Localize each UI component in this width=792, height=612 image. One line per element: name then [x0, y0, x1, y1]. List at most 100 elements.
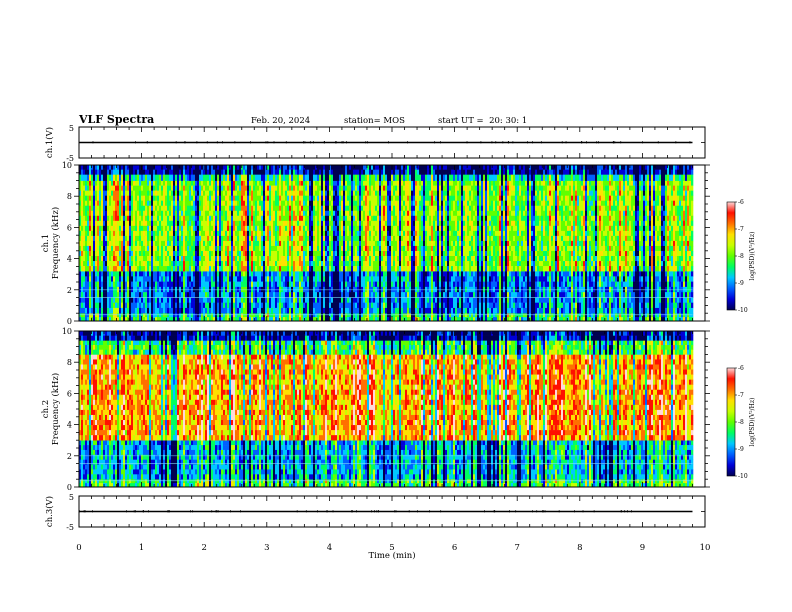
spectrogram-cell — [139, 276, 141, 282]
spectrogram-cell — [121, 201, 123, 206]
spectrogram-cell — [129, 174, 131, 181]
spectrogram-cell — [155, 241, 157, 246]
spectrogram-cell — [131, 313, 133, 317]
spectrogram-cell — [103, 266, 105, 271]
spectrogram-cell — [81, 271, 83, 277]
spectrogram-cell — [187, 256, 189, 261]
spectrogram-cell — [197, 231, 199, 236]
spectrogram-cell — [81, 256, 83, 261]
spectrogram-cell — [145, 174, 147, 181]
spectrogram-cell — [109, 170, 111, 175]
spectrogram-cell — [115, 196, 117, 201]
spectrogram-cell — [123, 211, 125, 216]
spectrogram-cell — [87, 303, 89, 309]
spectrogram-cell — [163, 256, 165, 261]
spectrogram-cell — [105, 297, 107, 303]
spectrogram-cell — [191, 170, 193, 175]
spectrogram-cell — [163, 313, 165, 317]
spectrogram-cell — [159, 206, 161, 211]
spectrogram-cell — [117, 297, 119, 303]
spectrogram-cell — [167, 170, 169, 175]
spectrogram-cell — [127, 303, 129, 309]
spectrogram-cell — [107, 231, 109, 236]
spectrogram-cell — [193, 211, 195, 216]
spectrogram-cell — [139, 241, 141, 246]
spectrogram-cell — [177, 276, 179, 282]
spectrogram-cell — [133, 170, 135, 175]
spectrogram-cell — [177, 303, 179, 309]
spectrogram-cell — [123, 196, 125, 201]
spectrogram-cell — [127, 201, 129, 206]
spectrogram-cell — [187, 201, 189, 206]
spectrogram-cell — [119, 174, 121, 181]
spectrogram-cell — [141, 236, 143, 241]
spectrogram-cell — [111, 170, 113, 175]
spectrogram-cell — [165, 216, 167, 221]
spectrogram-cell — [169, 282, 171, 288]
spectrogram-cell — [87, 191, 89, 196]
spectrogram-cell — [101, 174, 103, 181]
spectrogram-cell — [165, 313, 167, 317]
spectrogram-cell — [117, 292, 119, 298]
spectrogram-cell — [109, 226, 111, 231]
spectrogram-cell — [103, 261, 105, 266]
spectrogram-cell — [173, 256, 175, 261]
spectrogram-cell — [197, 251, 199, 256]
spectrogram-cell — [91, 246, 93, 251]
spectrogram-cell — [191, 282, 193, 288]
spectrogram-cell — [147, 211, 149, 216]
spectrogram-cell — [195, 313, 197, 317]
spectrogram-cell — [115, 231, 117, 236]
spectrogram-cell — [183, 231, 185, 236]
spectrogram-cell — [183, 186, 185, 191]
spectrogram-cell — [89, 297, 91, 303]
spectrogram-cell — [89, 165, 91, 170]
spectrogram-cell — [195, 261, 197, 266]
spectrogram-cell — [91, 174, 93, 181]
spectrogram-cell — [125, 174, 127, 181]
spectrogram-cell — [181, 165, 183, 170]
spectrogram-cell — [133, 236, 135, 241]
spectrogram-cell — [143, 174, 145, 181]
spectrogram-cell — [185, 206, 187, 211]
spectrogram-cell — [125, 246, 127, 251]
spectrogram-cell — [195, 226, 197, 231]
spectrogram-cell — [173, 303, 175, 309]
spectrogram-cell — [133, 221, 135, 226]
spectrogram-cell — [185, 165, 187, 170]
spectrogram-cell — [195, 216, 197, 221]
spectrogram-cell — [125, 266, 127, 271]
spectrogram-cell — [97, 303, 99, 309]
spectrogram-cell — [179, 174, 181, 181]
spectrogram-cell — [97, 236, 99, 241]
spectrogram-cell — [131, 297, 133, 303]
spectrogram-cell — [97, 308, 99, 314]
spectrogram-cell — [155, 236, 157, 241]
spectrogram-cell — [97, 226, 99, 231]
spectrogram-cell — [127, 181, 129, 186]
spectrogram-cell — [121, 251, 123, 256]
spectrogram-cell — [133, 211, 135, 216]
spectrogram-cell — [101, 303, 103, 309]
spectrogram-cell — [133, 196, 135, 201]
spectrogram-cell — [113, 216, 115, 221]
spectrogram-cell — [81, 261, 83, 266]
spectrogram-cell — [117, 174, 119, 181]
spectrogram-cell — [101, 246, 103, 251]
spectrogram-cell — [127, 196, 129, 201]
spectrogram-cell — [87, 196, 89, 201]
spectrogram-cell — [141, 174, 143, 181]
spectrogram-cell — [191, 271, 193, 277]
spectrogram-cell — [129, 231, 131, 236]
spectrogram-cell — [81, 191, 83, 196]
spectrogram-cell — [119, 256, 121, 261]
spectrogram-cell — [113, 266, 115, 271]
spectrogram-cell — [115, 216, 117, 221]
spectrogram-cell — [101, 256, 103, 261]
spectrogram-cell — [197, 241, 199, 246]
spectrogram-cell — [101, 186, 103, 191]
spectrogram-cell — [107, 271, 109, 277]
spectrogram-cell — [143, 266, 145, 271]
spectrogram-cell — [89, 226, 91, 231]
spectrogram-cell — [159, 181, 161, 186]
